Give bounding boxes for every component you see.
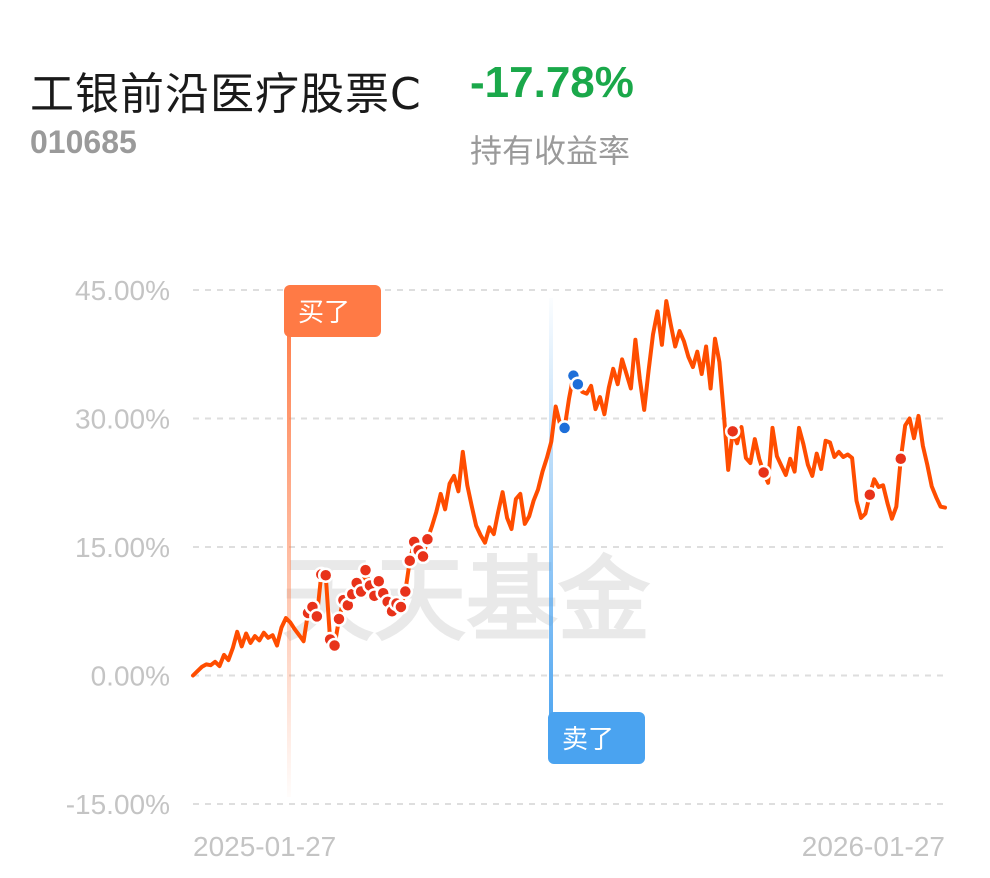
- buy-point: [317, 567, 334, 584]
- buy-point: [397, 583, 414, 600]
- sell-marker-line: [549, 298, 553, 718]
- buy-point: [415, 548, 431, 565]
- y-tick-label: 45.00%: [75, 275, 170, 306]
- x-tick-label: 2026-01-27: [802, 831, 945, 862]
- grid-layer: 45.00% 30.00% 15.00% 0.00% -15.00% 2025-01-27…: [66, 275, 945, 862]
- sell-tag-label: 卖了: [562, 725, 614, 755]
- sell-point: [556, 420, 573, 436]
- buy-tag-label: 买了: [298, 298, 350, 328]
- y-tick-label: -15.00%: [66, 789, 170, 820]
- sell-tag: [548, 712, 645, 764]
- buy-point: [755, 464, 772, 481]
- buy-point: [357, 562, 374, 578]
- return-value: -17.78%: [470, 58, 634, 107]
- buy-point: [893, 451, 909, 467]
- return-label: 持有收益率: [470, 132, 631, 170]
- buy-point: [419, 531, 436, 548]
- x-tick-label: 2025-01-27: [193, 831, 336, 862]
- buy-point: [862, 486, 878, 503]
- buy-point: [331, 611, 347, 627]
- buy-point: [309, 608, 325, 625]
- sell-point: [570, 376, 586, 392]
- fund-code: 010685: [30, 124, 137, 160]
- buy-marker-line: [287, 332, 291, 797]
- fund-name: 工银前沿医疗股票C: [30, 69, 422, 120]
- y-tick-label: 15.00%: [75, 532, 170, 563]
- y-tick-label: 30.00%: [75, 404, 170, 435]
- buy-point: [393, 599, 409, 615]
- buy-tag: [284, 285, 381, 337]
- y-tick-label: 0.00%: [91, 661, 170, 692]
- buy-point: [724, 423, 741, 440]
- buy-point: [326, 637, 343, 654]
- buy-point: [402, 552, 418, 569]
- point-layer: [300, 367, 909, 654]
